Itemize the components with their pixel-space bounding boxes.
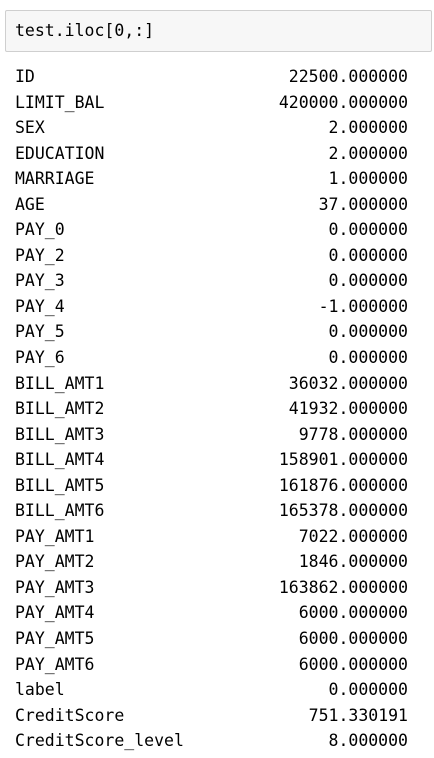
output-row: BILL_AMT2 41932.000000 [15, 396, 408, 422]
output-row-key: BILL_AMT4 [15, 450, 105, 470]
output-row-key: BILL_AMT3 [15, 424, 105, 444]
output-row-value: 751.330191 [308, 705, 408, 725]
output-row-key: PAY_0 [15, 220, 65, 240]
output-row-key: AGE [15, 194, 45, 214]
output-row-value: 41932.000000 [288, 399, 408, 419]
output-row: PAY_AMT2 1846.000000 [15, 549, 408, 575]
code-text[interactable]: test.iloc[0,:] [15, 21, 155, 40]
cell-output: ID 22500.000000 LIMIT_BAL 420000.000000 SEX 2… [15, 64, 408, 754]
output-row-value: 6000.000000 [298, 654, 408, 674]
output-row-value: 1846.000000 [298, 552, 408, 572]
output-row-value: 0.000000 [328, 220, 408, 240]
output-row: BILL_AMT3 9778.000000 [15, 422, 408, 448]
output-row-value: 0.000000 [328, 245, 408, 265]
code-input-cell[interactable]: test.iloc[0,:] [5, 10, 432, 52]
output-row-value: 2.000000 [328, 118, 408, 138]
output-row: PAY_5 0.000000 [15, 319, 408, 345]
output-row-key: BILL_AMT2 [15, 399, 105, 419]
output-row-key: PAY_AMT4 [15, 603, 95, 623]
output-row-value: 22500.000000 [288, 67, 408, 86]
output-row-key: PAY_AMT2 [15, 552, 95, 572]
output-row-key: PAY_AMT3 [15, 577, 95, 597]
output-row-key: BILL_AMT1 [15, 373, 105, 393]
output-row-value: 1.000000 [328, 169, 408, 189]
output-row: LIMIT_BAL 420000.000000 [15, 90, 408, 116]
output-row: BILL_AMT6 165378.000000 [15, 498, 408, 524]
output-row-key: MARRIAGE [15, 169, 95, 189]
output-row-key: CreditScore [15, 705, 125, 725]
output-row-value: 0.000000 [328, 680, 408, 700]
output-row: ID 22500.000000 [15, 64, 408, 90]
output-row: PAY_AMT1 7022.000000 [15, 524, 408, 550]
output-row-value: 2.000000 [328, 143, 408, 163]
output-row: PAY_2 0.000000 [15, 243, 408, 269]
output-row: PAY_6 0.000000 [15, 345, 408, 371]
output-row-key: BILL_AMT6 [15, 501, 105, 521]
output-row: PAY_4 -1.000000 [15, 294, 408, 320]
output-row-key: PAY_AMT1 [15, 526, 95, 546]
output-row: BILL_AMT1 36032.000000 [15, 371, 408, 397]
output-row: EDUCATION 2.000000 [15, 141, 408, 167]
output-row-value: 7022.000000 [298, 526, 408, 546]
output-row: AGE 37.000000 [15, 192, 408, 218]
output-row-key: PAY_6 [15, 348, 65, 368]
output-row: PAY_AMT6 6000.000000 [15, 652, 408, 678]
output-row-value: 6000.000000 [298, 629, 408, 649]
output-row: CreditScore 751.330191 [15, 703, 408, 729]
output-row-value: 0.000000 [328, 271, 408, 291]
output-row-value: -1.000000 [318, 296, 408, 316]
output-row-key: ID [15, 67, 35, 86]
output-row-key: PAY_3 [15, 271, 65, 291]
output-row: BILL_AMT5 161876.000000 [15, 473, 408, 499]
output-row-value: 9778.000000 [298, 424, 408, 444]
output-row: PAY_0 0.000000 [15, 217, 408, 243]
output-row-value: 161876.000000 [278, 475, 408, 495]
output-row: MARRIAGE 1.000000 [15, 166, 408, 192]
output-row-key: BILL_AMT5 [15, 475, 105, 495]
output-row-value: 165378.000000 [278, 501, 408, 521]
output-row: PAY_3 0.000000 [15, 268, 408, 294]
output-row-value: 8.000000 [328, 731, 408, 751]
output-row-key: LIMIT_BAL [15, 92, 105, 112]
output-row-key: PAY_AMT5 [15, 629, 95, 649]
output-row: SEX 2.000000 [15, 115, 408, 141]
output-row-value: 420000.000000 [278, 92, 408, 112]
output-row-value: 36032.000000 [288, 373, 408, 393]
output-row: label 0.000000 [15, 677, 408, 703]
output-row-key: PAY_5 [15, 322, 65, 342]
output-row-value: 163862.000000 [278, 577, 408, 597]
output-row-key: PAY_4 [15, 296, 65, 316]
output-row-key: PAY_AMT6 [15, 654, 95, 674]
output-row: PAY_AMT5 6000.000000 [15, 626, 408, 652]
output-row-key: EDUCATION [15, 143, 105, 163]
output-row: PAY_AMT3 163862.000000 [15, 575, 408, 601]
output-row-key: SEX [15, 118, 45, 138]
output-row: BILL_AMT4 158901.000000 [15, 447, 408, 473]
output-row-key: CreditScore_level [15, 731, 184, 751]
output-row-value: 6000.000000 [298, 603, 408, 623]
output-row-value: 158901.000000 [278, 450, 408, 470]
output-row-key: label [15, 680, 65, 700]
output-row: CreditScore_level 8.000000 [15, 728, 408, 754]
output-row-key: PAY_2 [15, 245, 65, 265]
output-row-value: 0.000000 [328, 348, 408, 368]
output-row: PAY_AMT4 6000.000000 [15, 600, 408, 626]
output-row-value: 37.000000 [318, 194, 408, 214]
output-row-value: 0.000000 [328, 322, 408, 342]
